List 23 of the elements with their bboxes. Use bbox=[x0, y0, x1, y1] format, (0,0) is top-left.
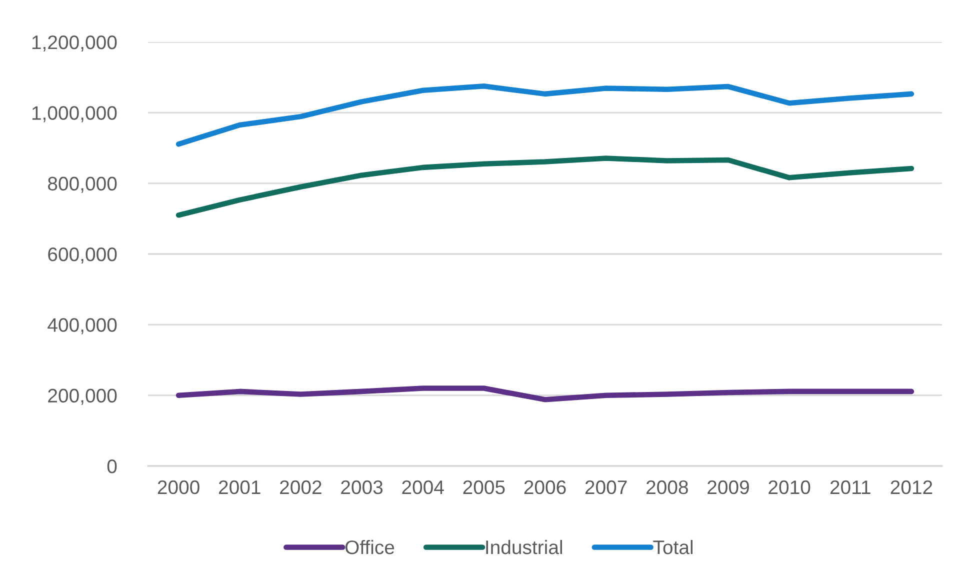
x-tick-label: 2008 bbox=[646, 480, 688, 494]
y-tick-label: 1,000,000 bbox=[32, 106, 117, 122]
x-tick-label: 2009 bbox=[708, 480, 749, 494]
y-tick-label: 600,000 bbox=[48, 247, 117, 264]
x-tick-label: 2006 bbox=[524, 480, 566, 494]
x-tick-label: 2004 bbox=[402, 480, 444, 494]
x-tick-label: 2001 bbox=[218, 480, 260, 494]
y-tick-label: 200,000 bbox=[48, 388, 117, 405]
x-tick-label: 2000 bbox=[158, 480, 200, 494]
x-tick-label: 2007 bbox=[585, 480, 627, 494]
y-tick-label: 800,000 bbox=[48, 176, 117, 193]
legend-label: Industrial bbox=[486, 540, 562, 554]
x-tick-label: 2003 bbox=[341, 480, 383, 494]
x-tick-label: 2010 bbox=[768, 480, 810, 494]
y-tick-label: 1,200,000 bbox=[32, 35, 117, 52]
x-tick-label: 2002 bbox=[280, 480, 322, 494]
x-tick-label: 2005 bbox=[463, 480, 505, 494]
legend-label: Total bbox=[653, 540, 693, 554]
x-tick-label: 2011 bbox=[830, 480, 870, 494]
y-tick-label: 0 bbox=[107, 459, 117, 474]
x-tick-label: 2012 bbox=[890, 480, 932, 494]
legend-label: Office bbox=[345, 540, 394, 554]
y-tick-label: 400,000 bbox=[48, 318, 117, 334]
